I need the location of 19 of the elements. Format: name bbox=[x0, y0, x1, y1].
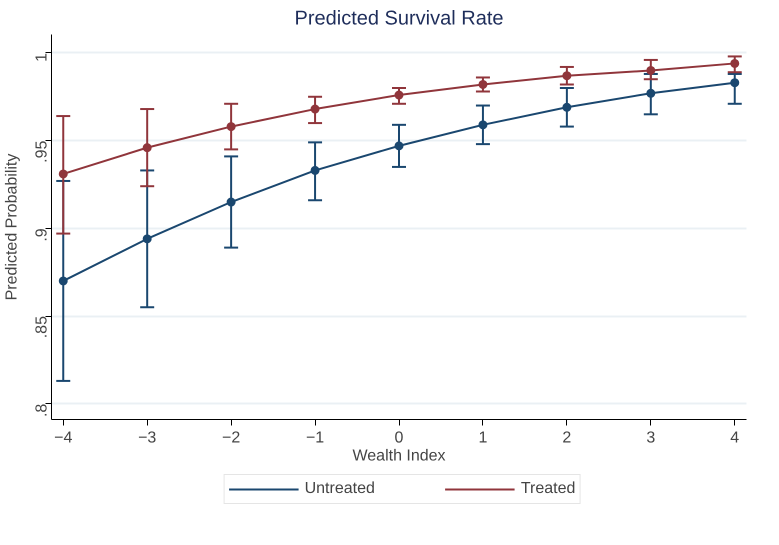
y-axis-title: Predicted Probability bbox=[4, 154, 20, 300]
legend-label: Treated bbox=[520, 480, 576, 498]
legend-label: Untreated bbox=[304, 480, 375, 498]
x-tick-label: −4 bbox=[54, 430, 72, 446]
x-tick-label: 0 bbox=[394, 430, 404, 446]
y-tick-label: .95 bbox=[34, 140, 50, 163]
y-tick-label: .8 bbox=[34, 404, 50, 418]
x-tick-label: 2 bbox=[562, 430, 572, 446]
x-tick-label: 3 bbox=[646, 430, 656, 446]
x-tick-label: −1 bbox=[306, 430, 324, 446]
x-tick-label: −2 bbox=[222, 430, 240, 446]
x-tick-label: 4 bbox=[730, 430, 740, 446]
x-tick-label: 1 bbox=[478, 430, 488, 446]
y-tick-label: .9 bbox=[34, 228, 50, 242]
x-tick-label: −3 bbox=[138, 430, 156, 446]
chart-title: Predicted Survival Rate bbox=[294, 8, 504, 30]
y-tick-label: .85 bbox=[34, 316, 50, 338]
x-axis-title: Wealth Index bbox=[352, 448, 446, 464]
y-tick-label: 1 bbox=[34, 52, 50, 62]
